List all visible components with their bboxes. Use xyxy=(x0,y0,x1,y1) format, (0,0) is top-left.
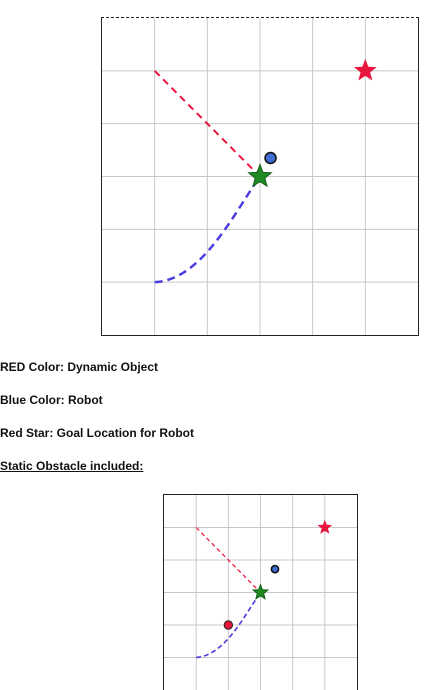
robot-path xyxy=(196,592,262,659)
scenario-diagram-2 xyxy=(163,494,358,690)
dynamic-object-path xyxy=(153,70,261,178)
goal-star-icon xyxy=(317,519,333,534)
scenario-canvas-1 xyxy=(102,18,418,335)
robot-marker xyxy=(264,151,277,165)
legend-static-obstacle: Static Obstacle included: xyxy=(0,459,144,473)
legend-robot: Blue Color: Robot xyxy=(0,393,103,407)
robot-marker xyxy=(270,564,280,574)
robot-path xyxy=(154,175,262,284)
scenario-canvas-2 xyxy=(164,495,357,690)
static-obstacle xyxy=(223,620,234,630)
legend-dynamic-object: RED Color: Dynamic Object xyxy=(0,360,159,374)
scenario-diagram-1 xyxy=(101,17,419,336)
legend-goal-location: Red Star: Goal Location for Robot xyxy=(0,426,194,440)
goal-star-icon xyxy=(353,58,377,81)
meeting-point-star-icon xyxy=(247,163,273,188)
dynamic-object-path xyxy=(195,527,261,593)
meeting-point-star-icon xyxy=(251,583,270,600)
